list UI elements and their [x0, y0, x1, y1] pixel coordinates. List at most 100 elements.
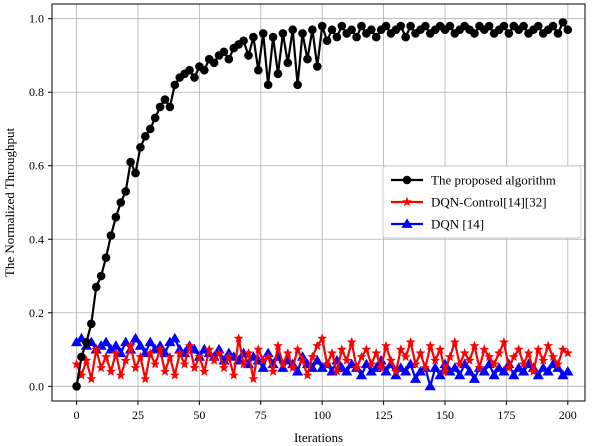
- data-point: [101, 351, 111, 362]
- data-point: [517, 365, 530, 376]
- data-point: [341, 365, 353, 376]
- data-point: [248, 373, 259, 384]
- data-point: [91, 344, 102, 354]
- data-point: [484, 351, 495, 362]
- data-point: [513, 362, 525, 372]
- data-point: [100, 336, 112, 347]
- data-point: [244, 51, 253, 60]
- data-point: [523, 348, 534, 358]
- data-point: [277, 362, 289, 372]
- data-point: [214, 348, 224, 358]
- data-point: [361, 344, 372, 354]
- data-point: [366, 359, 377, 369]
- data-point: [288, 25, 298, 35]
- x-axis-label: Iterations: [294, 430, 343, 445]
- x-tick-label: 25: [132, 408, 144, 422]
- data-point: [332, 32, 342, 42]
- data-point: [499, 21, 509, 31]
- data-point: [77, 352, 86, 362]
- data-point: [71, 359, 82, 369]
- data-point: [430, 355, 441, 365]
- data-point: [327, 25, 337, 35]
- data-point: [470, 29, 479, 38]
- x-axis-ticks: 0 25 50 75 100 125 150 175 200: [74, 401, 577, 422]
- data-point: [405, 337, 416, 347]
- data-point: [141, 132, 150, 141]
- data-point: [346, 337, 357, 347]
- data-point: [278, 29, 288, 38]
- data-point: [185, 65, 194, 75]
- data-point: [120, 355, 131, 365]
- data-point: [293, 80, 302, 90]
- data-point: [488, 369, 500, 380]
- data-point: [134, 340, 147, 350]
- data-point: [106, 231, 116, 240]
- data-point: [199, 366, 210, 376]
- data-point: [219, 47, 229, 57]
- x-tick-label: 125: [375, 408, 393, 422]
- data-point: [165, 351, 175, 362]
- data-point: [263, 80, 273, 90]
- data-point: [160, 95, 170, 104]
- data-point: [435, 344, 445, 354]
- data-point: [292, 365, 304, 376]
- data-point: [282, 348, 293, 358]
- data-point: [542, 365, 554, 376]
- data-point: [273, 69, 283, 79]
- data-point: [115, 370, 126, 380]
- data-point: [76, 370, 87, 380]
- data-point: [449, 362, 461, 372]
- data-point: [194, 351, 205, 362]
- data-point: [489, 359, 500, 369]
- data-point: [548, 351, 558, 362]
- data-point: [145, 348, 156, 358]
- y-tick-label: 1.0: [29, 12, 44, 26]
- data-point: [400, 365, 412, 376]
- data-point: [454, 369, 466, 380]
- data-point: [424, 380, 436, 391]
- data-point: [440, 366, 450, 376]
- y-tick-label: 0.2: [29, 306, 44, 320]
- data-point: [312, 62, 322, 71]
- data-point: [528, 366, 539, 376]
- data-point: [356, 351, 367, 362]
- data-point: [421, 21, 430, 31]
- data-point: [406, 21, 415, 31]
- data-point: [243, 348, 254, 358]
- data-point: [381, 340, 391, 351]
- data-point: [86, 373, 97, 384]
- data-point: [390, 369, 402, 380]
- data-point: [479, 344, 490, 354]
- data-point: [552, 362, 564, 372]
- data-point: [131, 168, 140, 178]
- data-point: [538, 355, 549, 365]
- data-point: [101, 253, 111, 262]
- data-point: [346, 358, 358, 369]
- data-point: [464, 355, 475, 365]
- data-point: [268, 366, 278, 376]
- y-tick-label: 0.0: [29, 379, 44, 393]
- data-point: [111, 212, 121, 222]
- data-point: [150, 113, 160, 123]
- data-point: [494, 348, 504, 358]
- data-point: [298, 29, 307, 38]
- data-point: [277, 359, 288, 369]
- data-point: [454, 359, 465, 369]
- data-point: [302, 370, 313, 380]
- legend-box: [382, 165, 582, 239]
- data-point: [425, 340, 436, 351]
- data-point: [292, 344, 303, 354]
- data-point: [332, 366, 342, 376]
- data-point: [155, 102, 165, 112]
- data-point: [400, 351, 411, 362]
- data-point: [169, 370, 180, 380]
- data-point: [96, 362, 107, 373]
- data-point: [311, 354, 323, 365]
- data-point: [174, 348, 185, 358]
- data-point: [381, 21, 391, 31]
- data-point: [130, 362, 141, 373]
- data-point: [336, 344, 347, 354]
- data-point: [145, 124, 155, 134]
- data-point: [395, 362, 407, 372]
